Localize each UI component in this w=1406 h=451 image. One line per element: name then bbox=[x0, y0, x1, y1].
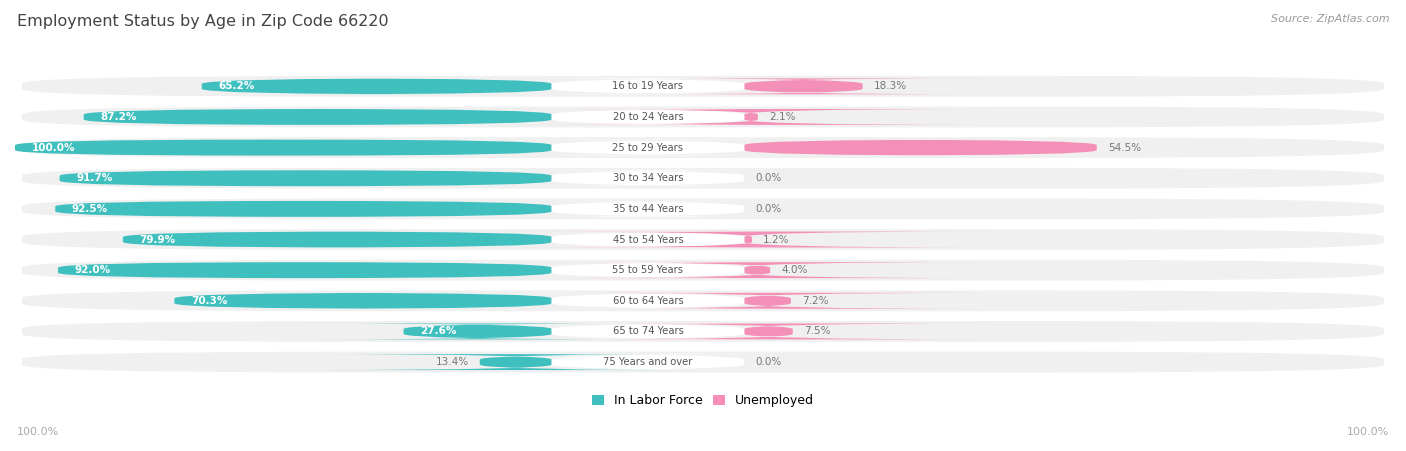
FancyBboxPatch shape bbox=[496, 323, 800, 340]
FancyBboxPatch shape bbox=[496, 293, 800, 309]
Text: 13.4%: 13.4% bbox=[436, 357, 468, 367]
FancyBboxPatch shape bbox=[55, 201, 551, 217]
Text: 20 to 24 Years: 20 to 24 Years bbox=[613, 112, 683, 122]
Text: Source: ZipAtlas.com: Source: ZipAtlas.com bbox=[1271, 14, 1389, 23]
Text: 54.5%: 54.5% bbox=[1108, 143, 1140, 152]
FancyBboxPatch shape bbox=[505, 231, 993, 248]
FancyBboxPatch shape bbox=[22, 106, 1384, 127]
Text: 91.7%: 91.7% bbox=[76, 173, 112, 183]
Text: 92.0%: 92.0% bbox=[75, 265, 111, 275]
FancyBboxPatch shape bbox=[22, 137, 1384, 158]
FancyBboxPatch shape bbox=[84, 109, 551, 125]
Text: Employment Status by Age in Zip Code 66220: Employment Status by Age in Zip Code 662… bbox=[17, 14, 388, 28]
FancyBboxPatch shape bbox=[22, 76, 1384, 97]
Text: 75 Years and over: 75 Years and over bbox=[603, 357, 693, 367]
Text: 92.5%: 92.5% bbox=[72, 204, 108, 214]
Text: 35 to 44 Years: 35 to 44 Years bbox=[613, 204, 683, 214]
FancyBboxPatch shape bbox=[496, 201, 800, 217]
Text: 70.3%: 70.3% bbox=[191, 296, 228, 306]
Text: 1.2%: 1.2% bbox=[763, 235, 790, 244]
FancyBboxPatch shape bbox=[22, 352, 1384, 373]
FancyBboxPatch shape bbox=[22, 260, 1384, 281]
FancyBboxPatch shape bbox=[510, 109, 993, 125]
FancyBboxPatch shape bbox=[58, 262, 551, 278]
FancyBboxPatch shape bbox=[546, 323, 993, 340]
Text: 7.5%: 7.5% bbox=[804, 327, 831, 336]
FancyBboxPatch shape bbox=[22, 321, 1384, 342]
Text: 65 to 74 Years: 65 to 74 Years bbox=[613, 327, 683, 336]
FancyBboxPatch shape bbox=[15, 140, 551, 156]
Text: 0.0%: 0.0% bbox=[755, 357, 782, 367]
Legend: In Labor Force, Unemployed: In Labor Force, Unemployed bbox=[592, 394, 814, 407]
FancyBboxPatch shape bbox=[496, 354, 800, 370]
FancyBboxPatch shape bbox=[496, 231, 800, 248]
FancyBboxPatch shape bbox=[523, 262, 993, 278]
FancyBboxPatch shape bbox=[496, 109, 800, 125]
FancyBboxPatch shape bbox=[496, 262, 800, 278]
Text: 27.6%: 27.6% bbox=[420, 327, 457, 336]
Text: 0.0%: 0.0% bbox=[755, 173, 782, 183]
FancyBboxPatch shape bbox=[744, 140, 1097, 156]
Text: 60 to 64 Years: 60 to 64 Years bbox=[613, 296, 683, 306]
FancyBboxPatch shape bbox=[614, 78, 993, 94]
FancyBboxPatch shape bbox=[496, 140, 800, 156]
FancyBboxPatch shape bbox=[543, 293, 993, 309]
FancyBboxPatch shape bbox=[304, 354, 727, 370]
FancyBboxPatch shape bbox=[22, 198, 1384, 219]
Text: 100.0%: 100.0% bbox=[17, 428, 59, 437]
Text: 25 to 29 Years: 25 to 29 Years bbox=[613, 143, 683, 152]
FancyBboxPatch shape bbox=[22, 229, 1384, 250]
Text: 0.0%: 0.0% bbox=[755, 204, 782, 214]
FancyBboxPatch shape bbox=[201, 78, 551, 94]
FancyBboxPatch shape bbox=[174, 293, 551, 309]
FancyBboxPatch shape bbox=[122, 231, 551, 248]
Text: 18.3%: 18.3% bbox=[873, 81, 907, 91]
Text: 65.2%: 65.2% bbox=[218, 81, 254, 91]
Text: 87.2%: 87.2% bbox=[100, 112, 136, 122]
Text: 4.0%: 4.0% bbox=[782, 265, 807, 275]
FancyBboxPatch shape bbox=[496, 78, 800, 94]
FancyBboxPatch shape bbox=[22, 168, 1384, 189]
Text: 79.9%: 79.9% bbox=[139, 235, 176, 244]
FancyBboxPatch shape bbox=[22, 290, 1384, 311]
Text: 100.0%: 100.0% bbox=[31, 143, 75, 152]
FancyBboxPatch shape bbox=[59, 170, 551, 186]
Text: 7.2%: 7.2% bbox=[801, 296, 828, 306]
Text: 45 to 54 Years: 45 to 54 Years bbox=[613, 235, 683, 244]
FancyBboxPatch shape bbox=[496, 170, 800, 186]
Text: 16 to 19 Years: 16 to 19 Years bbox=[613, 81, 683, 91]
Text: 30 to 34 Years: 30 to 34 Years bbox=[613, 173, 683, 183]
FancyBboxPatch shape bbox=[304, 323, 651, 340]
Text: 2.1%: 2.1% bbox=[769, 112, 796, 122]
Text: 55 to 59 Years: 55 to 59 Years bbox=[613, 265, 683, 275]
Text: 100.0%: 100.0% bbox=[1347, 428, 1389, 437]
